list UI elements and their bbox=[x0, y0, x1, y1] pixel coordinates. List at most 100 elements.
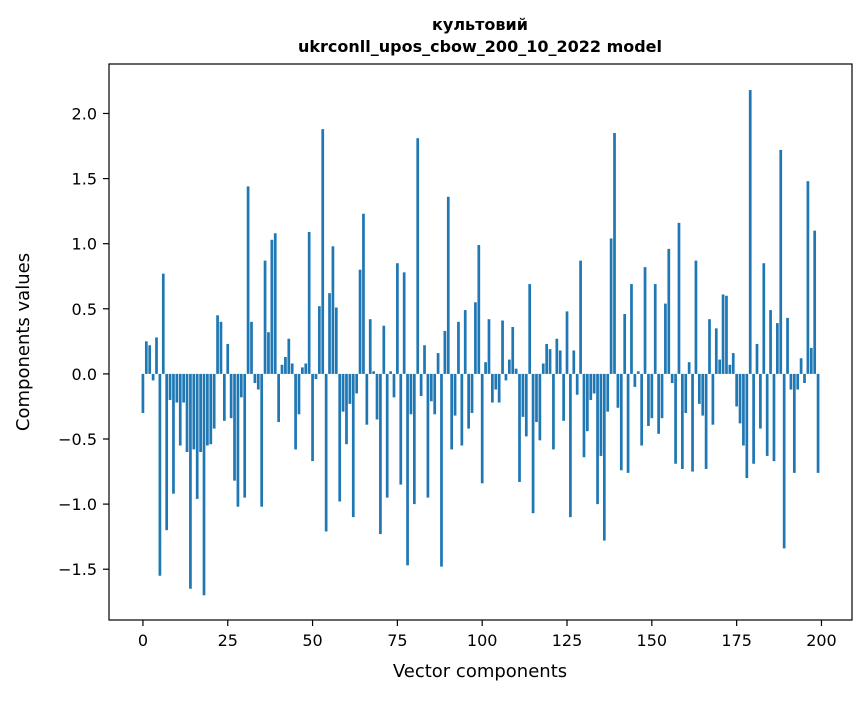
bar-16 bbox=[195, 373, 199, 499]
y-tick-label: −1.5 bbox=[58, 560, 97, 579]
bar-69 bbox=[375, 373, 379, 420]
bar-147 bbox=[640, 373, 644, 446]
bar-185 bbox=[769, 310, 772, 374]
bar-199 bbox=[816, 373, 820, 473]
x-tick-label: 125 bbox=[552, 631, 583, 650]
bar-152 bbox=[657, 373, 660, 434]
bar-162 bbox=[691, 373, 694, 472]
bar-9 bbox=[172, 373, 175, 494]
bar-43 bbox=[287, 338, 291, 374]
y-tick-label: 0.5 bbox=[72, 300, 97, 319]
bar-193 bbox=[796, 373, 800, 390]
bar-119 bbox=[545, 343, 549, 374]
bar-192 bbox=[792, 373, 796, 473]
bar-45 bbox=[294, 373, 297, 450]
bar-30 bbox=[243, 373, 247, 498]
bar-76 bbox=[399, 373, 403, 485]
bar-29 bbox=[239, 373, 243, 398]
bar-112 bbox=[521, 373, 525, 417]
bar-73 bbox=[389, 371, 392, 374]
bar-49 bbox=[307, 231, 311, 374]
bar-181 bbox=[755, 343, 759, 374]
bar-145 bbox=[633, 373, 637, 387]
bar-141 bbox=[619, 373, 623, 471]
bar-13 bbox=[185, 373, 189, 453]
bar-33 bbox=[253, 373, 257, 384]
bar-88 bbox=[440, 373, 443, 567]
bar-166 bbox=[704, 373, 708, 469]
bar-55 bbox=[328, 293, 331, 374]
bar-107 bbox=[504, 373, 508, 381]
bar-80 bbox=[412, 373, 416, 505]
bar-121 bbox=[552, 373, 555, 450]
bar-172 bbox=[725, 295, 728, 374]
bar-187 bbox=[776, 323, 779, 374]
bar-50 bbox=[311, 373, 314, 462]
bar-22 bbox=[216, 315, 219, 374]
bar-91 bbox=[450, 373, 454, 450]
bar-130 bbox=[582, 373, 586, 458]
bar-125 bbox=[565, 311, 569, 374]
bar-58 bbox=[338, 373, 342, 502]
bar-27 bbox=[233, 373, 236, 481]
bar-118 bbox=[541, 363, 545, 374]
bar-157 bbox=[674, 373, 677, 464]
y-tick-label: 2.0 bbox=[72, 104, 97, 123]
bar-133 bbox=[592, 373, 596, 394]
bar-63 bbox=[355, 373, 359, 394]
bar-68 bbox=[372, 371, 375, 374]
bar-143 bbox=[626, 373, 630, 473]
bar-32 bbox=[250, 321, 253, 374]
bar-18 bbox=[202, 373, 206, 596]
bar-122 bbox=[555, 338, 559, 374]
bar-93 bbox=[457, 321, 460, 374]
bar-171 bbox=[721, 294, 725, 374]
bar-109 bbox=[511, 327, 515, 374]
bar-4 bbox=[155, 337, 158, 374]
bar-183 bbox=[762, 263, 766, 374]
bar-19 bbox=[206, 373, 209, 446]
bar-108 bbox=[507, 359, 511, 374]
bar-148 bbox=[643, 267, 647, 374]
bar-54 bbox=[324, 373, 328, 532]
bar-115 bbox=[531, 373, 535, 514]
chart-title-line1: культовий bbox=[432, 15, 528, 34]
bar-20 bbox=[209, 373, 213, 445]
bar-198 bbox=[813, 230, 817, 374]
x-tick-label: 100 bbox=[467, 631, 498, 650]
bar-106 bbox=[501, 320, 504, 374]
bar-72 bbox=[385, 373, 389, 498]
bar-131 bbox=[586, 373, 589, 432]
bar-1 bbox=[144, 341, 148, 374]
bar-36 bbox=[263, 260, 267, 374]
bar-66 bbox=[365, 373, 369, 425]
bar-31 bbox=[246, 186, 250, 374]
y-axis-ticks: −1.5 −1.0 −0.5 0.0 0.5 1.0 1.5 2.0 bbox=[58, 104, 109, 579]
x-tick-label: 150 bbox=[637, 631, 668, 650]
x-tick-label: 50 bbox=[302, 631, 322, 650]
bar-140 bbox=[616, 373, 620, 408]
bar-5 bbox=[158, 373, 162, 576]
bar-142 bbox=[623, 314, 627, 374]
x-tick-label: 25 bbox=[218, 631, 238, 650]
bar-156 bbox=[670, 373, 674, 384]
x-axis-label: Vector components bbox=[393, 661, 567, 682]
bar-196 bbox=[806, 181, 810, 374]
bar-160 bbox=[684, 373, 688, 413]
bar-89 bbox=[443, 330, 447, 374]
bar-7 bbox=[165, 373, 169, 531]
bar-123 bbox=[558, 350, 562, 374]
bar-53 bbox=[321, 129, 325, 374]
bar-84 bbox=[426, 373, 430, 498]
bar-94 bbox=[460, 373, 464, 446]
bar-74 bbox=[392, 373, 396, 398]
y-tick-label: −1.0 bbox=[58, 495, 97, 514]
bar-182 bbox=[759, 373, 762, 429]
bar-67 bbox=[368, 319, 372, 374]
bar-136 bbox=[602, 373, 606, 541]
bar-21 bbox=[212, 373, 216, 429]
bar-48 bbox=[304, 363, 308, 374]
bar-86 bbox=[433, 373, 437, 415]
